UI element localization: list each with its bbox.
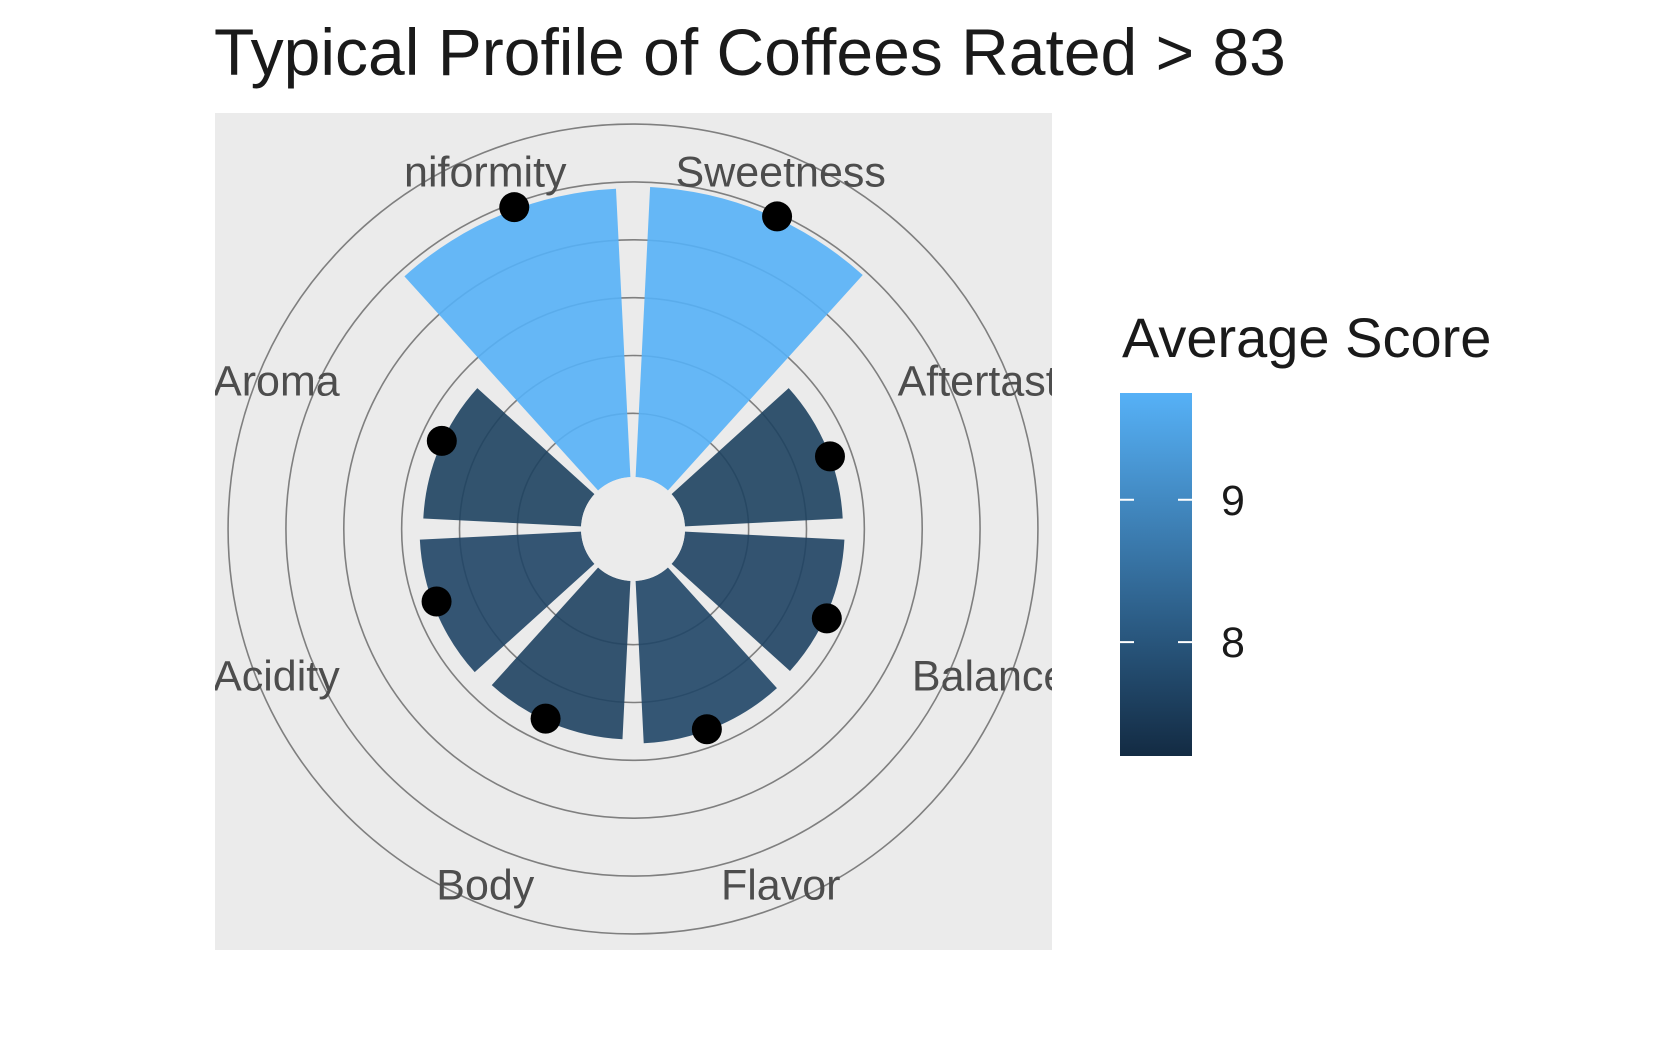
legend-colorbar <box>1120 393 1192 756</box>
category-label-sweetness: Sweetness <box>676 148 886 196</box>
point-acidity <box>421 586 452 617</box>
category-label-balance: Balance <box>912 653 1067 701</box>
point-body <box>530 703 561 734</box>
point-aftertaste <box>814 441 845 472</box>
bar-aroma <box>423 388 595 527</box>
center-hole <box>581 477 685 581</box>
gridline-1 <box>458 354 808 704</box>
radial-gridlines <box>227 123 1039 935</box>
bars-layer <box>404 186 863 744</box>
category-label-flavor: Flavor <box>721 862 840 910</box>
point-aroma <box>426 425 457 456</box>
bar-flavor <box>635 567 777 744</box>
legend-ticks: 89 <box>1120 477 1245 667</box>
legend-tick-label: 8 <box>1221 619 1245 667</box>
category-label-aroma: Aroma <box>213 357 340 405</box>
points-layer <box>421 192 845 745</box>
category-label-uniformity: niformity <box>404 148 567 196</box>
legend: Average Score 89 <box>1120 306 1491 756</box>
point-uniformity <box>499 192 530 223</box>
category-label-aftertaste: Aftertaste <box>898 357 1082 405</box>
bar-sweetness <box>635 186 863 491</box>
bar-acidity <box>419 531 595 673</box>
category-label-acidity: Acidity <box>213 653 340 701</box>
point-sweetness <box>762 201 793 232</box>
gridline-3 <box>342 238 924 820</box>
gridline-0 <box>516 412 750 646</box>
bar-balance <box>671 531 845 672</box>
legend-tick-label: 9 <box>1221 477 1245 525</box>
point-balance <box>811 603 842 634</box>
category-label-body: Body <box>436 862 535 910</box>
point-flavor <box>691 714 722 745</box>
chart-title: Typical Profile of Coffees Rated > 83 <box>214 15 1286 89</box>
bar-aftertaste <box>671 388 843 527</box>
gridline-4 <box>285 181 981 877</box>
legend-title: Average Score <box>1122 306 1491 369</box>
gridline-5 <box>227 123 1039 935</box>
bar-body <box>491 567 631 740</box>
category-labels: Sweetness Aftertaste Balance Flavor Body Acid… <box>213 148 1082 910</box>
gridline-2 <box>400 296 866 762</box>
bar-uniformity <box>404 188 631 491</box>
